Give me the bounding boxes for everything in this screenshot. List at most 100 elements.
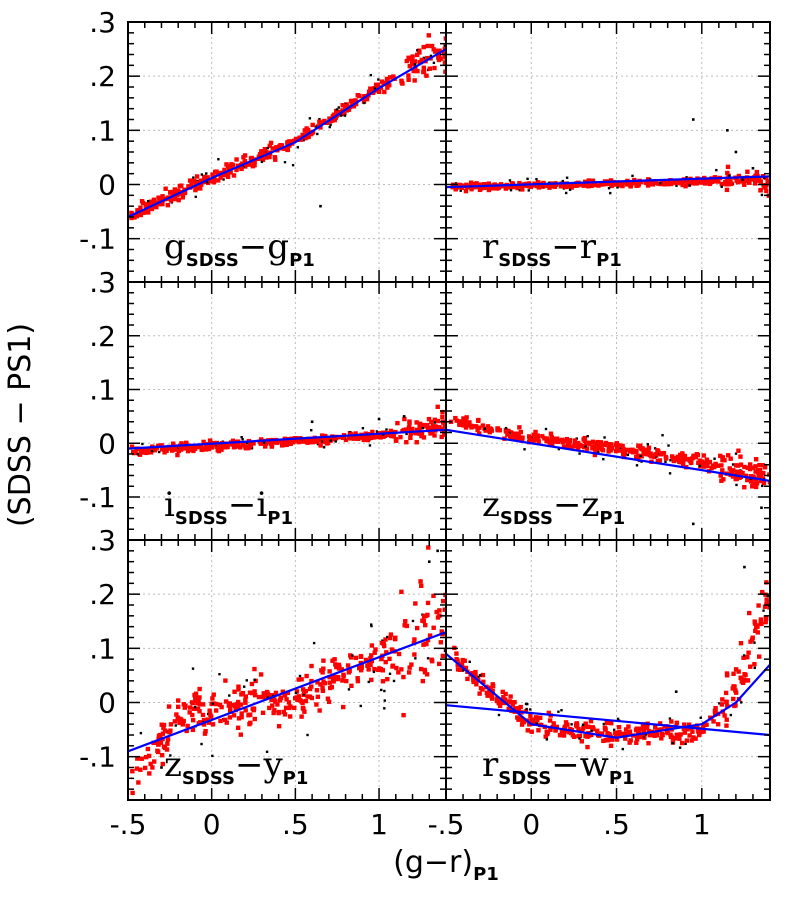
scatter-point: [738, 640, 744, 646]
scatter-point-black: [443, 44, 446, 48]
scatter-point: [422, 667, 427, 673]
scatter-point: [164, 747, 170, 752]
scatter-point: [396, 651, 402, 657]
scatter-point: [634, 454, 639, 460]
scatter-point: [211, 180, 217, 185]
scatter-point: [661, 179, 666, 184]
scatter-point: [155, 749, 161, 755]
scatter-point: [682, 722, 687, 727]
scatter-point: [303, 698, 309, 704]
scatter-point: [756, 469, 761, 475]
scatter-point: [719, 702, 725, 707]
scatter-point-black: [306, 733, 309, 737]
scatter-point: [649, 181, 654, 187]
scatter-point: [438, 640, 444, 645]
scatter-point: [187, 710, 192, 715]
scatter-point: [567, 442, 572, 448]
scatter-point: [229, 162, 234, 167]
scatter-point: [414, 440, 419, 445]
scatter-point: [459, 185, 465, 190]
scatter-point: [718, 453, 723, 459]
scatter-point-black: [335, 108, 339, 111]
scatter-point: [178, 191, 183, 196]
scatter-point: [205, 175, 210, 180]
scatter-point: [756, 177, 762, 182]
scatter-point: [219, 447, 224, 452]
scatter-point: [519, 716, 524, 721]
scatter-point: [339, 111, 345, 117]
scatter-point-black: [544, 427, 548, 431]
scatter-point: [554, 724, 559, 730]
scatter-point: [501, 695, 506, 700]
scatter-point-black: [667, 444, 670, 447]
scatter-point: [545, 729, 551, 735]
scatter-point: [187, 705, 193, 710]
scatter-point-black: [141, 442, 144, 446]
label-second: w: [580, 745, 609, 785]
scatter-point: [563, 720, 569, 725]
scatter-point: [601, 738, 606, 744]
scatter-point: [561, 182, 567, 187]
scatter-point: [464, 415, 469, 420]
scatter-point: [419, 57, 424, 63]
panel-data: [128, 33, 446, 221]
scatter-point: [731, 696, 736, 702]
scatter-point: [223, 699, 229, 704]
scatter-point: [311, 437, 316, 442]
scatter-point: [420, 678, 426, 684]
scatter-point: [154, 204, 159, 210]
scatter-point: [551, 721, 556, 726]
scatter-point: [134, 213, 140, 219]
scatter-point: [454, 656, 459, 662]
x-tick-label: 1: [370, 808, 388, 841]
scatter-point-black: [557, 710, 560, 713]
scatter-point: [605, 738, 610, 743]
scatter-point-black: [314, 125, 317, 128]
scatter-point: [274, 145, 279, 150]
scatter-point: [414, 625, 420, 631]
scatter-point: [232, 689, 237, 694]
scatter-point: [580, 728, 585, 734]
scatter-point: [388, 635, 393, 641]
scatter-point: [215, 171, 220, 177]
scatter-point: [623, 736, 628, 741]
scatter-point: [514, 436, 520, 442]
scatter-point: [421, 614, 427, 619]
scatter-point: [288, 704, 293, 709]
scatter-point-black: [669, 459, 672, 462]
scatter-point: [760, 589, 765, 595]
panel-data: [446, 415, 770, 526]
scatter-point: [135, 208, 140, 213]
scatter-point: [692, 178, 698, 184]
scatter-point: [201, 722, 207, 727]
scatter-point: [620, 443, 625, 449]
scatter-point-black: [369, 73, 373, 77]
outlier-point: [674, 690, 678, 693]
scatter-point-black: [518, 188, 521, 192]
scatter-point: [681, 726, 687, 732]
scatter-point: [542, 436, 547, 441]
scatter-point: [272, 708, 277, 713]
scatter-point: [404, 58, 409, 64]
scatter-point: [162, 445, 167, 450]
scatter-point: [225, 444, 230, 450]
scatter-point: [565, 722, 570, 727]
scatter-point: [669, 719, 674, 724]
scatter-point: [358, 654, 364, 659]
scatter-point: [373, 647, 378, 652]
scatter-point: [756, 472, 761, 477]
scatter-point: [634, 737, 640, 742]
scatter-point: [412, 637, 417, 642]
scatter-point: [172, 447, 178, 452]
scatter-point: [467, 420, 472, 425]
scatter-point: [623, 727, 629, 732]
scatter-point-black: [411, 619, 415, 623]
scatter-point: [252, 689, 257, 694]
scatter-point: [469, 186, 474, 192]
scatter-point: [585, 724, 591, 730]
scatter-point: [764, 188, 769, 194]
scatter-point: [763, 619, 768, 625]
scatter-point: [421, 68, 427, 74]
scatter-point-black: [205, 172, 208, 175]
scatter-point: [211, 701, 217, 706]
